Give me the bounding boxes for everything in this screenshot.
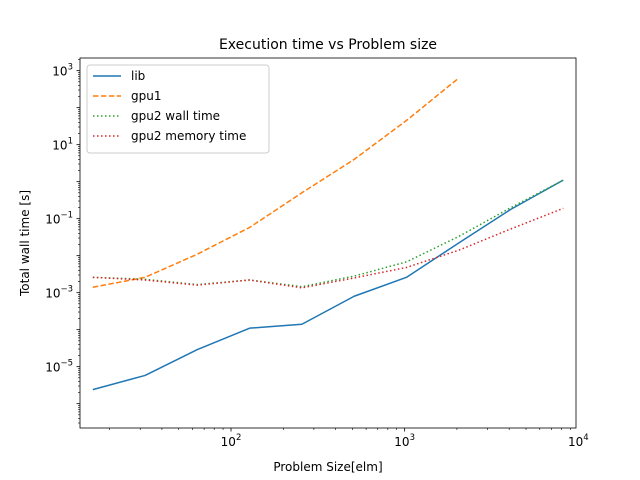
x-tick-label: 104: [568, 433, 589, 449]
plot-lines: [92, 77, 564, 391]
plot-frame: [79, 57, 577, 429]
series-line-2: [92, 179, 564, 288]
x-tick-label: 103: [394, 433, 415, 449]
legend-label-0: lib: [131, 69, 145, 83]
x-tick-label: 102: [221, 433, 242, 449]
legend: lib gpu1 gpu2 wall time gpu2 memory time: [86, 64, 270, 154]
y-tick-label: 10−5: [45, 359, 73, 375]
x-axis-label: Problem Size[elm]: [273, 460, 382, 474]
series-line-1: [92, 77, 460, 288]
y-axis-ticks: 10−5 10−3 10−1 101 103: [45, 59, 80, 424]
y-tick-label: 101: [52, 137, 73, 153]
chart-title: Execution time vs Problem size: [219, 37, 437, 53]
y-tick-label: 10−3: [45, 285, 73, 301]
legend-label-1: gpu1: [131, 89, 161, 103]
x-axis-ticks: 102 103 104: [109, 428, 589, 449]
y-axis-label: Total wall time [s]: [18, 190, 32, 297]
legend-label-3: gpu2 memory time: [131, 129, 246, 143]
y-tick-label: 10−1: [45, 211, 73, 227]
series-line-3: [92, 207, 564, 289]
y-tick-label: 103: [52, 63, 73, 79]
legend-box: [86, 64, 270, 154]
series-line-0: [92, 179, 564, 391]
legend-label-2: gpu2 wall time: [131, 109, 220, 123]
